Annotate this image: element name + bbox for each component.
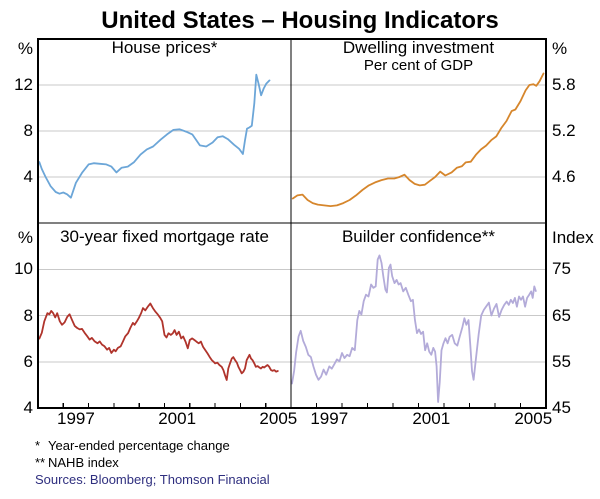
y-axis-tick-label-dwelling-investment-5.2: 5.2 [552,121,576,140]
y-axis-unit-bottom-left: % [17,228,33,247]
y-axis-tick-label-dwelling-investment-5.8: 5.8 [552,75,576,94]
y-axis-tick-label-dwelling-investment-4.6: 4.6 [552,167,576,186]
y-axis-tick-label-mortgage-rate-4: 4 [23,398,33,417]
panel-title-dwelling-investment: Dwelling investment [342,38,495,57]
x-axis-year-label-builder-confidence-2005: 2005 [514,409,553,428]
y-axis-tick-label-builder-confidence-45: 45 [552,398,571,417]
footnote-1-text: Year-ended percentage change [48,438,230,453]
house-prices-line [38,73,271,199]
y-axis-unit-top-right: % [552,39,568,58]
x-axis-year-label-builder-confidence-1997: 1997 [310,409,349,428]
builder-confidence-line [291,254,537,403]
dwelling-investment-line [291,72,545,208]
panel-title-mortgage-rate: 30-year fixed mortgage rate [60,227,269,246]
panel-subtitle-dwelling-investment: Per cent of GDP [363,57,474,74]
y-axis-tick-label-mortgage-rate-8: 8 [23,305,33,325]
panel-title-house-prices: House prices* [111,38,218,57]
footnote-2-text: NAHB index [48,455,119,470]
page-title: United States – Housing Indicators [101,7,499,34]
y-axis-tick-label-builder-confidence-55: 55 [552,351,571,371]
y-axis-unit-top-left: % [17,39,33,58]
y-axis-tick-label-mortgage-rate-6: 6 [23,351,33,371]
footnote-2: ** NAHB index [35,455,119,470]
y-axis-tick-label-mortgage-rate-10: 10 [14,259,33,279]
y-axis-unit-bottom-right: Index [552,228,594,247]
y-axis-tick-label-builder-confidence-75: 75 [552,259,571,279]
y-axis-tick-label-builder-confidence-65: 65 [552,305,571,325]
sources-text: Sources: Bloomberg; Thomson Financial [35,472,270,487]
footnote-2-marker: ** [35,455,46,470]
x-axis-year-label-mortgage-rate-1997: 1997 [57,409,95,428]
y-axis-tick-label-house-prices-4: 4 [23,167,33,186]
x-axis-year-label-builder-confidence-2001: 2001 [412,409,451,428]
mortgage-rate-line [38,302,279,381]
panel-title-builder-confidence: Builder confidence** [341,227,496,246]
footnote-1: * Year-ended percentage change [35,438,230,453]
x-axis-year-label-mortgage-rate-2005: 2005 [259,409,298,428]
x-axis-year-label-mortgage-rate-2001: 2001 [158,409,197,428]
footnote-1-marker: * [35,438,41,453]
y-axis-tick-label-house-prices-12: 12 [14,75,33,94]
y-axis-tick-label-house-prices-8: 8 [23,121,33,140]
